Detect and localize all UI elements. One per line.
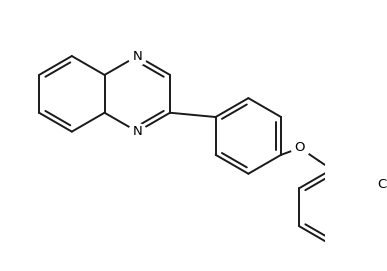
Text: N: N (132, 125, 142, 138)
Text: O: O (295, 141, 305, 154)
Text: N: N (132, 50, 142, 63)
Text: Cl: Cl (377, 178, 387, 191)
